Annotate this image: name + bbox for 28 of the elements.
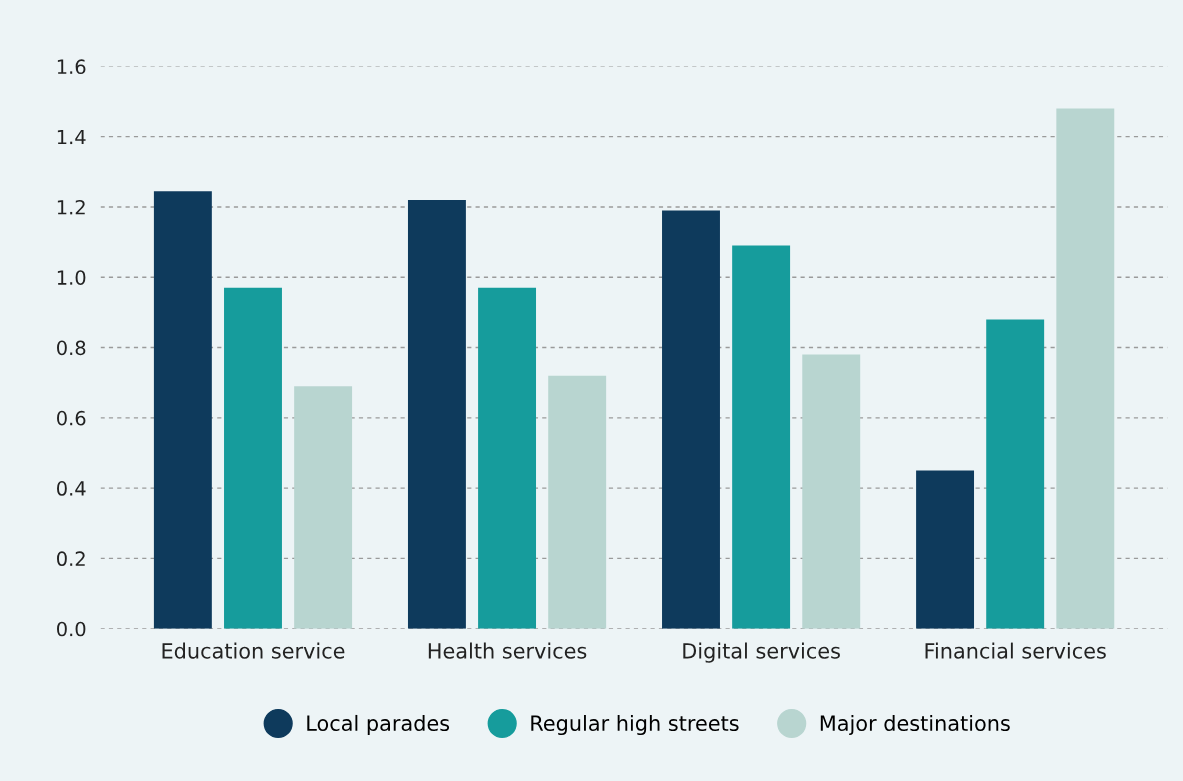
bar xyxy=(478,287,537,629)
y-tick-label: 0.8 xyxy=(57,340,86,356)
y-tick-label: 0.4 xyxy=(57,481,86,496)
bar xyxy=(732,245,791,629)
bar xyxy=(294,386,353,629)
bar xyxy=(153,191,212,629)
y-tick-label: 1.0 xyxy=(57,270,86,285)
x-tick-label: Education service xyxy=(162,642,345,659)
legend-label: Major destinations xyxy=(820,714,1010,736)
y-tick-label: 0.6 xyxy=(57,410,86,426)
x-tick-label: Health services xyxy=(428,642,587,659)
bar xyxy=(802,354,861,629)
bar xyxy=(548,375,607,629)
y-tick-label: 0.0 xyxy=(57,621,86,637)
legend-label: Regular high streets xyxy=(531,714,739,736)
y-tick-label: 1.6 xyxy=(57,59,86,75)
x-tick-label: Digital services xyxy=(683,642,840,663)
bar xyxy=(662,210,720,629)
y-tick-label: 0.2 xyxy=(57,551,85,567)
y-tick-label: 1.2 xyxy=(57,199,85,215)
bar xyxy=(407,199,466,629)
bar xyxy=(916,470,975,629)
y-tick-label: 1.4 xyxy=(57,129,86,145)
legend-label: Local parades xyxy=(307,714,450,736)
bar xyxy=(1056,108,1115,629)
bar xyxy=(986,319,1045,629)
bar xyxy=(224,287,282,629)
x-tick-label: Financial services xyxy=(925,642,1106,659)
